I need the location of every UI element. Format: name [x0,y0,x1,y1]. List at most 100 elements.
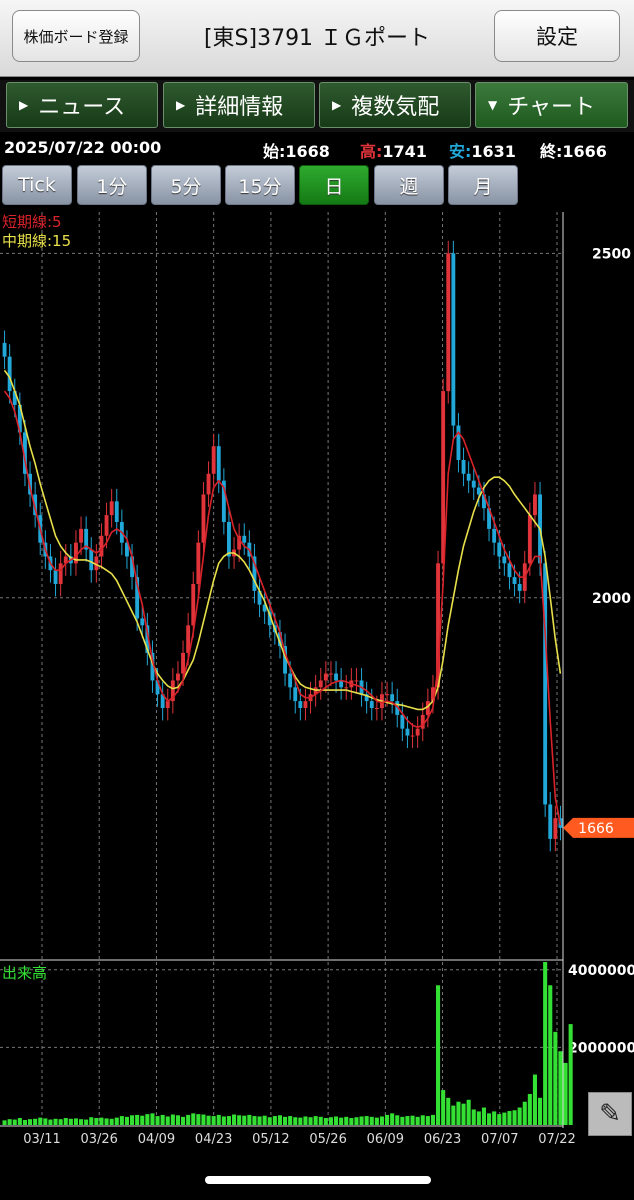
add-to-board-button[interactable]: 株価ボード登録 [12,10,140,62]
candle [441,391,446,564]
volume-bar [568,1024,573,1125]
candle [237,535,242,550]
x-tick-label: 03/11 [23,1132,60,1147]
candle [176,673,180,681]
volume-bar [53,1118,58,1125]
candle [99,535,104,557]
candle [145,625,150,653]
tab-label: 詳細情報 [195,95,284,120]
candle [191,584,196,626]
tab-quotes[interactable]: ▶ 複数気配 [319,82,471,128]
candle [63,556,68,564]
volume-bar [538,1097,543,1125]
volume-bar [267,1117,272,1125]
candle [216,446,221,481]
candle [252,556,257,591]
volume-bar [405,1116,410,1125]
volume-bar [487,1113,492,1125]
period-5min[interactable]: 5分 [151,165,221,205]
volume-bar [79,1119,84,1125]
candle [548,804,553,839]
volume-bar [206,1115,211,1125]
candle [17,404,22,433]
volume-bar [344,1116,349,1125]
candle [293,687,298,702]
candle [533,494,537,516]
candle [125,542,129,557]
volume-bar [150,1113,155,1125]
period-day[interactable]: 日 [299,165,369,205]
volume-bar [272,1116,277,1125]
tab-chart[interactable]: ▼ チャート [475,82,628,128]
volume-bar [334,1116,339,1125]
candle [405,728,410,736]
settings-button[interactable]: 設定 [494,10,620,62]
period-1min[interactable]: 1分 [77,165,147,205]
candle [89,549,94,571]
period-tick[interactable]: Tick [2,165,72,205]
period-month[interactable]: 月 [448,165,518,205]
ma-short-line [3,390,562,826]
volume-bar [135,1114,140,1125]
arrow-right-icon: ▶ [19,98,29,112]
candle [165,701,170,708]
volume-bar [492,1111,497,1125]
tab-label: チャート [507,95,596,120]
volume-bar [216,1114,221,1125]
candle [206,473,211,495]
candle [451,253,456,426]
volume-bar [181,1116,186,1125]
high-price: 高:1741 [360,138,427,161]
volume-bar [33,1118,38,1125]
volume-bar [262,1115,267,1125]
volume-bar [517,1107,522,1125]
candle [344,687,349,689]
candle [7,356,12,392]
volume-bar [298,1117,303,1125]
home-indicator[interactable] [205,1176,431,1184]
y-tick-label: 2000 [592,591,631,607]
tab-details[interactable]: ▶ 詳細情報 [163,82,315,128]
volume-bar [165,1116,170,1125]
volume-bar [359,1116,364,1125]
candle [456,425,461,460]
candle [288,673,293,688]
volume-tick-label: 4000000 [568,963,634,979]
volume-bar [63,1118,68,1125]
candle [553,818,558,839]
volume-tick-label: 2000000 [568,1040,634,1056]
candle [155,680,160,695]
candle [170,680,175,702]
candle [497,542,502,557]
candle [298,701,303,708]
volume-bar [73,1118,78,1125]
volume-bar [446,1097,451,1125]
low-price: 安:1631 [449,138,516,161]
volume-bar [201,1114,206,1125]
y-tick-label: 2500 [592,246,631,262]
volume-bar [94,1118,99,1125]
candle [415,728,420,736]
candle [23,432,27,474]
x-tick-label: 05/12 [252,1132,289,1147]
volume-bar [558,1051,563,1125]
volume-bar [527,1093,532,1125]
volume-bar [313,1116,318,1125]
volume-bar [242,1115,247,1125]
volume-bar [374,1117,379,1125]
volume-bar [512,1110,517,1125]
chart-datetime: 2025/07/22 00:00 [4,138,162,157]
candle [487,508,491,529]
volume-bar [84,1119,89,1125]
period-week[interactable]: 週 [374,165,444,205]
pencil-icon[interactable]: ✎ [588,1092,632,1136]
candle [257,590,262,605]
candle [150,652,155,681]
period-15min[interactable]: 15分 [225,165,295,205]
tab-news[interactable]: ▶ ニュース [6,82,158,128]
candle [354,680,359,682]
candle [318,680,323,688]
volume-bar [140,1115,145,1125]
volume-bar [293,1117,298,1125]
